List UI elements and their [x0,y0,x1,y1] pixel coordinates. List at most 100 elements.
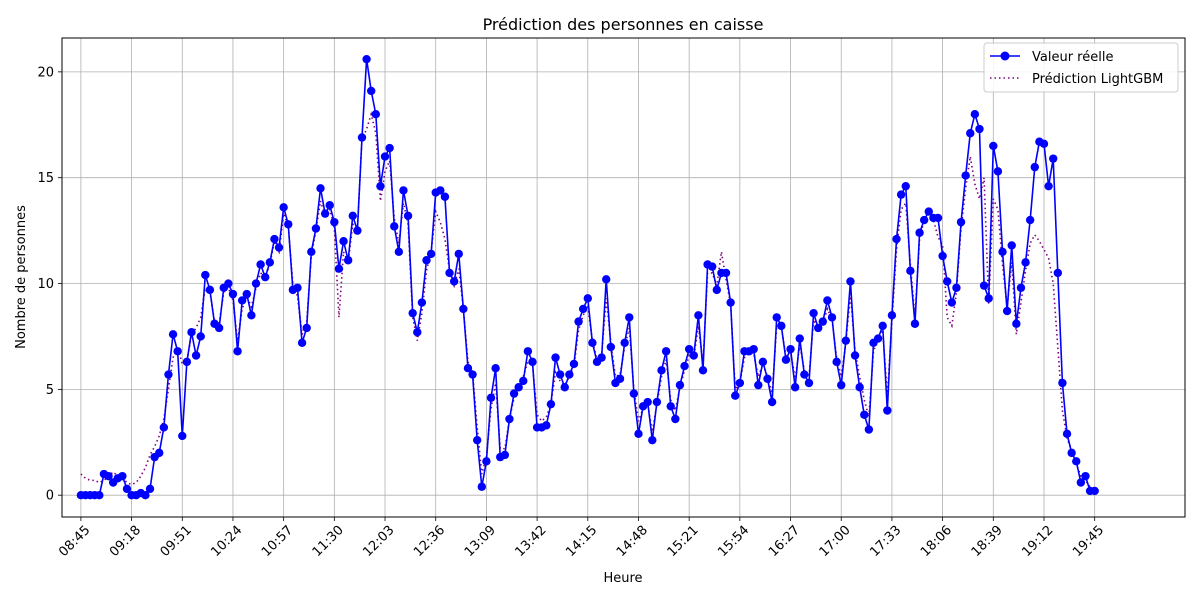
actual-point [376,181,385,191]
x-tick-label: 13:09 [462,523,499,560]
actual-point [731,391,740,400]
actual-point [339,236,348,246]
actual-point [486,393,496,403]
actual-point [399,186,408,195]
x-axis-label: Heure [603,571,642,586]
actual-point [426,249,436,259]
actual-point [472,435,482,445]
actual-point [850,351,860,360]
x-tick-label: 10:57 [259,523,296,560]
actual-point [95,490,104,500]
actual-point [403,211,413,220]
actual-point [449,277,459,286]
actual-point [952,283,961,292]
actual-point [648,435,657,445]
actual-point [661,347,671,356]
actual-point [574,317,583,326]
actual-point [657,366,666,375]
actual-point [463,363,473,373]
actual-point [993,167,1003,176]
actual-point [924,207,933,216]
actual-point [256,260,265,269]
actual-point [500,450,510,460]
x-tick-label: 19:45 [1070,523,1107,560]
prediction-line [80,111,1096,490]
actual-point [694,311,703,320]
x-tick-label: 18:06 [918,523,955,560]
actual-point [293,283,302,292]
actual-point [523,347,533,356]
actual-point [362,54,371,64]
actual-point [837,380,846,390]
actual-point [320,209,330,218]
x-tick-label: 12:36 [411,523,448,560]
actual-point [528,357,537,367]
actual-point [445,268,454,278]
actual-point [1039,139,1049,149]
x-tick-label: 09:18 [107,523,144,560]
actual-point [371,109,381,119]
actual-point [883,406,892,415]
actual-point [228,289,238,299]
actual-point [182,357,192,367]
actual-point [237,296,247,305]
actual-point [583,294,592,303]
actual-point [1090,486,1099,496]
y-axis-ticks: 0 5 10 15 20 [37,65,62,504]
actual-point [454,249,463,259]
actual-point [459,304,468,314]
actual-point [998,247,1007,256]
actual-point [297,338,307,347]
actual-point [712,285,722,295]
actual-point [860,410,869,419]
actual-point [325,201,334,210]
actual-point [224,279,233,288]
actual-point [873,334,883,343]
actual-point [394,247,404,256]
actual-point [813,323,823,333]
y-tick-label: 15 [37,171,54,186]
actual-point [251,279,261,288]
actual-point [242,289,251,299]
actual-point [265,258,275,267]
actual-point [542,421,551,430]
actual-point [422,256,431,265]
actual-point [551,353,560,362]
actual-point [1053,268,1063,278]
actual-point [353,226,362,235]
actual-point [956,217,966,227]
actual-point [864,425,874,434]
actual-point [408,308,417,318]
actual-point [878,321,887,331]
actual-point [307,247,316,256]
actual-point [933,213,943,223]
actual-point [629,389,639,398]
actual-point [178,431,187,441]
actual-point [832,357,841,367]
actual-point [906,266,915,276]
actual-point [721,268,731,278]
actual-point [569,359,579,369]
actual-point [1067,448,1076,458]
actual-point [270,234,279,244]
actual-point [205,285,215,295]
actual-point [795,334,804,343]
chart-title: Prédiction des personnes en caisse [483,15,764,34]
series-layer [76,54,1099,500]
actual-point [749,344,758,354]
actual-point [588,338,597,347]
actual-point [823,296,832,305]
actual-point [118,471,127,481]
actual-point [330,217,339,227]
y-tick-label: 0 [46,489,54,504]
actual-point [777,321,786,331]
y-tick-label: 10 [37,277,54,292]
actual-point [675,380,685,390]
y-tick-label: 5 [46,383,54,398]
actual-point [514,383,523,392]
actual-point [274,243,284,252]
actual-point [546,399,556,409]
x-tick-label: 08:45 [56,523,93,560]
actual-point [482,457,491,466]
